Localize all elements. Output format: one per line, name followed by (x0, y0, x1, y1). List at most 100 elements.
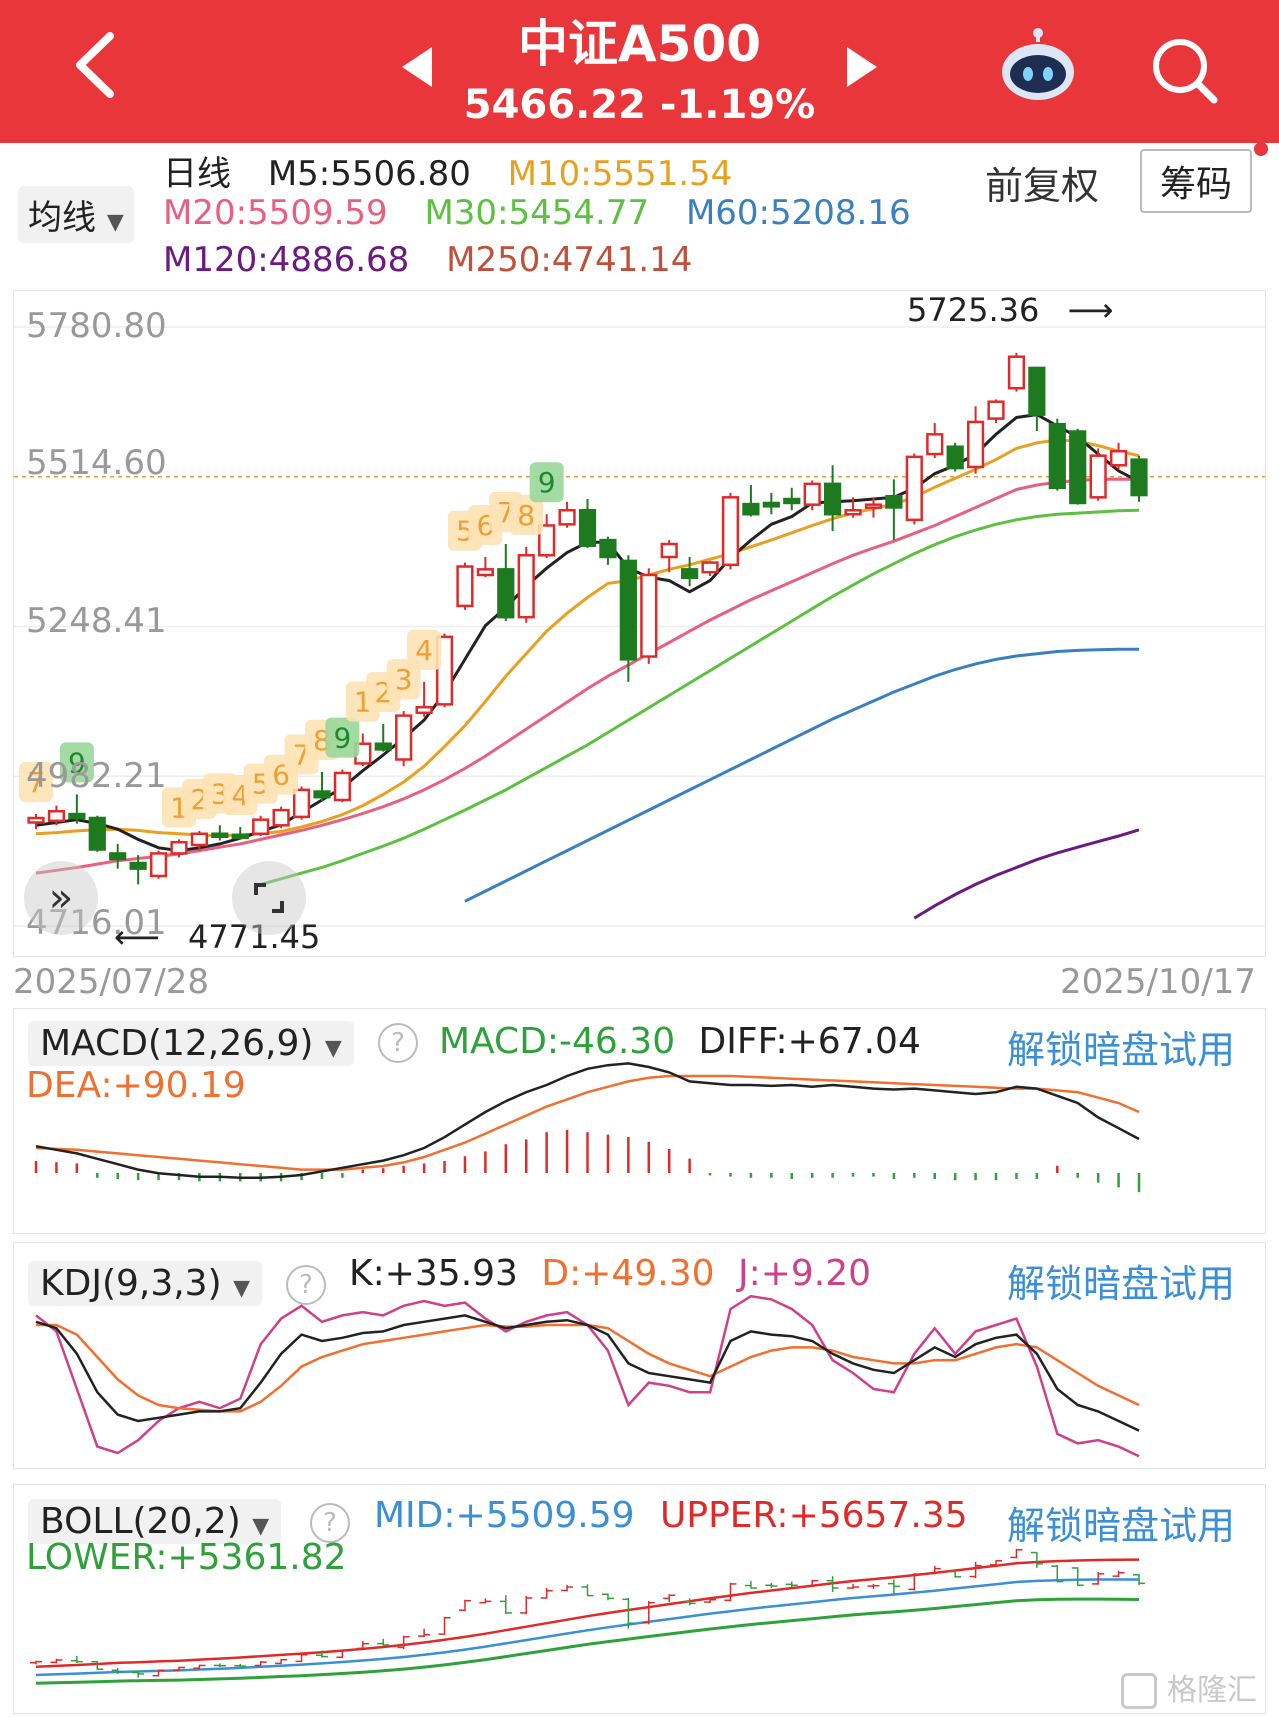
candle-body (966, 420, 985, 469)
candle-body (1007, 355, 1026, 390)
period-label: 日线 (163, 154, 231, 194)
search-icon[interactable] (1150, 36, 1220, 106)
macd-panel[interactable]: MACD(12,26,9) ▼ ? MACD:-46.30 DIFF:+67.0… (13, 1008, 1266, 1234)
candle-body (292, 788, 311, 819)
candle-body (660, 542, 678, 559)
arrow-right-icon: ⟶ (1067, 291, 1114, 329)
j-value: J:+9.20 (737, 1253, 872, 1294)
help-icon[interactable]: ? (378, 1023, 418, 1063)
candle-body (721, 496, 740, 567)
candle-body (885, 494, 903, 509)
notification-dot (1254, 142, 1268, 156)
k-line (35, 1314, 1140, 1432)
high-price-marker: 5725.36 ⟶ (907, 291, 1113, 329)
triangle-right-icon[interactable] (845, 45, 879, 89)
candle-body (1089, 454, 1107, 499)
caret-down-icon: ▼ (233, 1276, 251, 1301)
td-count-label: 9 (68, 746, 86, 779)
candle-body (231, 833, 249, 840)
candle-body (640, 573, 658, 658)
candle-body (252, 818, 270, 835)
macd-select[interactable]: MACD(12,26,9) ▼ (28, 1021, 354, 1066)
boll-select-label: BOLL(20,2) (40, 1501, 241, 1542)
candle-body (864, 503, 883, 509)
td-count-label: 3 (395, 663, 413, 696)
macd-values: MACD:-46.30 DIFF:+67.04 (439, 1021, 921, 1062)
ma60-value: M60:5208.16 (685, 193, 911, 233)
candle-body (456, 565, 474, 608)
dea-line (35, 1074, 1140, 1171)
price-axis-label: 4716.01 (26, 903, 167, 943)
td-count-label: 9 (333, 722, 351, 755)
candle-body (68, 812, 86, 820)
boll-panel[interactable]: BOLL(20,2) ▼ ? MID:+5509.59 UPPER:+5657.… (13, 1484, 1266, 1714)
boll-chart (30, 1548, 1145, 1685)
candle-body (1109, 449, 1128, 467)
price-axis-label: 4982.21 (26, 756, 167, 796)
chips-button[interactable]: 筹码 (1140, 149, 1253, 213)
td-count-label: 9 (538, 466, 556, 499)
candle-body (149, 852, 168, 878)
arrow-left-icon: ⟵ (114, 918, 160, 956)
candlestick-chart: 791 2 3 4 5 67 8 91 2 345 6 7 89 (14, 326, 1265, 927)
diff-line (35, 1062, 1140, 1179)
candle-body (701, 561, 719, 574)
candle-body (1028, 366, 1046, 416)
ma-select[interactable]: 均线 ▼ (18, 186, 134, 243)
price-axis-label: 5780.80 (26, 306, 167, 346)
unlock-button[interactable]: 解锁暗盘试用 (1006, 1262, 1235, 1306)
boll-mid-line (35, 1578, 1139, 1677)
ma-select-label: 均线 (28, 198, 96, 238)
kdj-select[interactable]: KDJ(9,3,3) ▼ (28, 1261, 263, 1306)
candle-body (313, 790, 331, 799)
index-quote: 5466.22 -1.19% (0, 82, 1279, 128)
expand-sidebar-button[interactable]: » (24, 861, 98, 935)
candle-body (517, 554, 535, 619)
triangle-left-icon[interactable] (400, 45, 434, 89)
kdj-panel[interactable]: KDJ(9,3,3) ▼ ? K:+35.93 D:+49.30 J:+9.20… (13, 1242, 1266, 1469)
caret-down-icon: ▼ (106, 210, 124, 235)
candle-body (88, 816, 106, 851)
help-icon[interactable]: ? (286, 1265, 326, 1305)
caret-down-icon: ▼ (252, 1514, 270, 1539)
boll-select[interactable]: BOLL(20,2) ▼ (28, 1499, 282, 1544)
td-badge (19, 762, 53, 803)
candle-body (762, 501, 780, 508)
candle-body (415, 705, 433, 715)
ma-legend-row-1: 日线 M5:5506.80 M10:5551.54 (163, 146, 758, 195)
watermark-text: 格隆汇 (1167, 1672, 1257, 1708)
td-badge (509, 494, 544, 535)
candle-body (272, 808, 290, 827)
ma-legend-row-3: M120:4886.68 M250:4741.14 (163, 240, 718, 280)
adjust-button[interactable]: 前复权 (985, 164, 1100, 208)
ma5-value: M5:5506.80 (267, 154, 471, 194)
boll-mid-value: MID:+5509.59 (374, 1495, 635, 1536)
price-axis-label: 5248.41 (26, 601, 167, 641)
ma-legend-row-2: M20:5509.59 M30:5454.77 M60:5208.16 (163, 193, 937, 233)
dea-value: DEA:+90.19 (26, 1065, 246, 1106)
boll-lower-line (35, 1597, 1140, 1685)
candle-body (47, 809, 66, 823)
unlock-button[interactable]: 解锁暗盘试用 (1006, 1504, 1235, 1548)
candle-body (129, 861, 147, 870)
candle-body (374, 742, 392, 751)
candle-body (824, 482, 842, 516)
candle-body (1048, 422, 1066, 490)
d-value: D:+49.30 (541, 1253, 715, 1294)
fullscreen-button[interactable] (232, 861, 306, 935)
unlock-button[interactable]: 解锁暗盘试用 (1006, 1028, 1235, 1072)
macd-select-label: MACD(12,26,9) (40, 1023, 314, 1064)
candle-body (1069, 430, 1087, 505)
robot-assistant-icon[interactable] (998, 28, 1078, 104)
chevron-left-icon[interactable] (70, 30, 120, 100)
candle-body (476, 568, 494, 577)
candle-body (905, 455, 923, 522)
high-price-value: 5725.36 (907, 291, 1040, 329)
ma60-line (464, 647, 1139, 903)
date-axis-start: 2025/07/28 (13, 962, 209, 1002)
kdj-chart (35, 1294, 1140, 1458)
candle-body (333, 771, 351, 802)
help-icon[interactable]: ? (310, 1503, 350, 1543)
candle-body (926, 433, 944, 456)
